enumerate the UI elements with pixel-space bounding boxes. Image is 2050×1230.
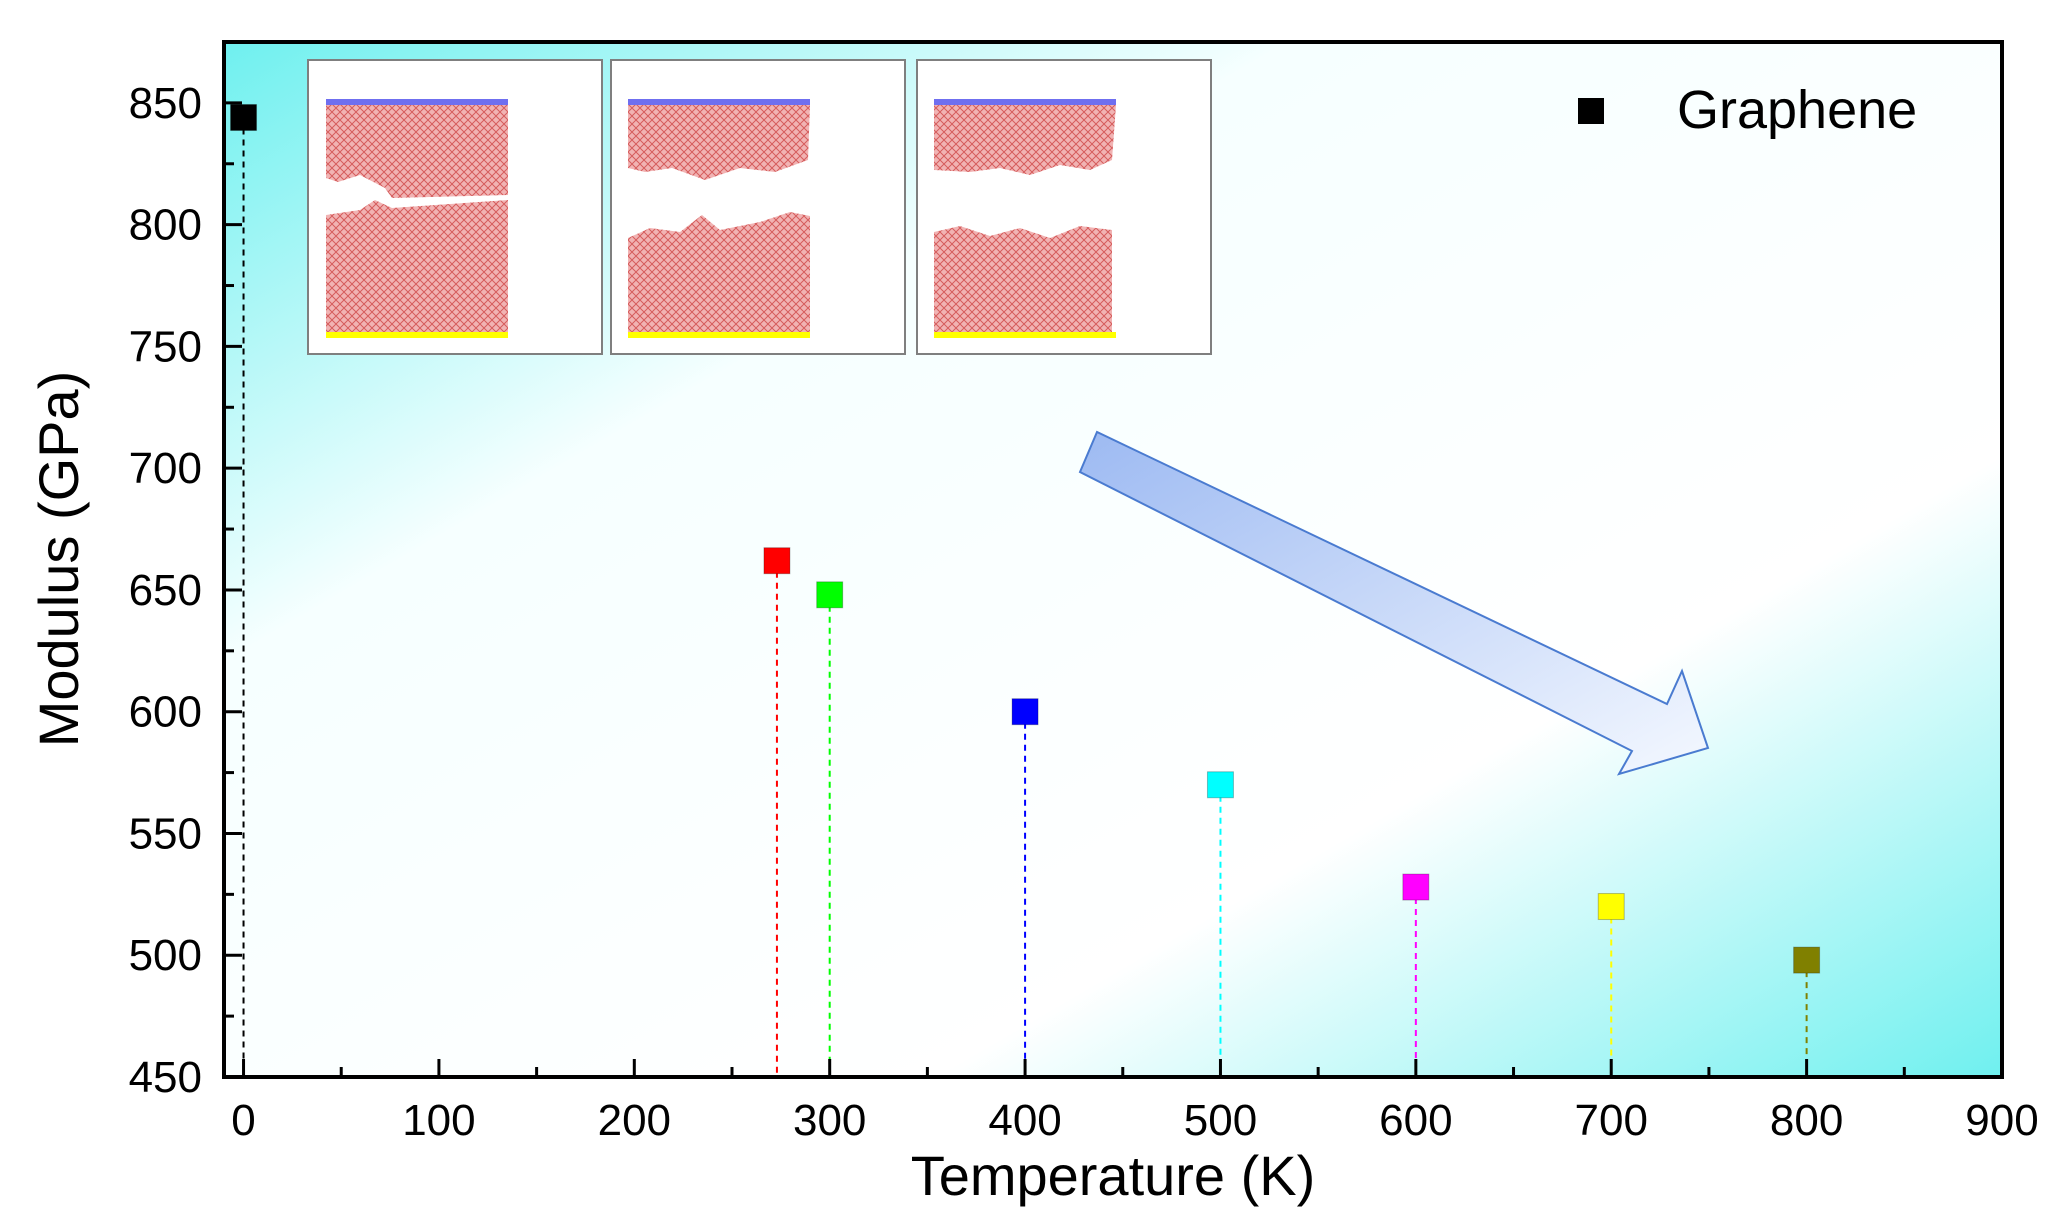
data-point-300 [816, 581, 844, 609]
inset-panel-2 [610, 59, 906, 355]
inset-bottom-electrode [628, 332, 810, 338]
x-axis-ticks: 0 100 200 300 400 500 600 700 800 900 [231, 1059, 2039, 1145]
drop-lines [242, 117, 1808, 1077]
inset-sheet-upper [628, 105, 810, 180]
inset-top-electrode [326, 99, 508, 105]
trend-arrow [1078, 430, 1710, 776]
y-tick-label-450: 450 [129, 1053, 202, 1102]
plot-frame [222, 40, 2004, 1079]
inset-bottom-electrode [326, 332, 508, 338]
data-points [230, 103, 1821, 974]
inset-sheet-upper [934, 105, 1116, 175]
inset-sheet-upper [326, 105, 508, 198]
inset-sheet-lower [934, 226, 1112, 332]
x-tick-label-200: 200 [598, 1096, 671, 1145]
x-tick-label-400: 400 [988, 1096, 1061, 1145]
inset-panel-1 [307, 59, 603, 355]
data-point-600 [1402, 873, 1430, 901]
inset-bottom-electrode [934, 332, 1116, 338]
x-tick-label-300: 300 [793, 1096, 866, 1145]
data-point-800 [1793, 946, 1821, 974]
x-tick-label-900: 900 [1965, 1096, 2038, 1145]
data-point-273 [763, 547, 791, 575]
y-tick-label-750: 750 [129, 322, 202, 371]
x-tick-label-700: 700 [1575, 1096, 1648, 1145]
inset-panel-3 [916, 59, 1212, 355]
y-tick-label-700: 700 [129, 444, 202, 493]
x-tick-label-600: 600 [1379, 1096, 1452, 1145]
legend-marker-graphene [1578, 98, 1604, 124]
inset-sheet-lower [628, 212, 810, 332]
y-tick-label-650: 650 [129, 566, 202, 615]
inset-top-electrode [628, 99, 810, 105]
inset-sheet-lower [326, 200, 508, 332]
y-axis-title: Modulus (GPa) [27, 371, 90, 748]
data-point-700 [1597, 893, 1625, 921]
legend: Graphene [1578, 80, 1917, 140]
y-tick-label-500: 500 [129, 931, 202, 980]
x-tick-label-0: 0 [231, 1096, 255, 1145]
x-tick-label-100: 100 [402, 1096, 475, 1145]
y-axis-ticks: 450 500 550 600 650 700 750 800 850 [129, 79, 242, 1102]
y-tick-label-600: 600 [129, 688, 202, 737]
inset-top-electrode [934, 99, 1116, 105]
inset-panels [307, 59, 1212, 355]
data-point-400 [1011, 698, 1039, 726]
y-tick-label-800: 800 [129, 201, 202, 250]
x-axis-title: Temperature (K) [911, 1144, 1316, 1207]
x-tick-label-500: 500 [1184, 1096, 1257, 1145]
legend-label-graphene: Graphene [1677, 80, 1917, 140]
y-tick-label-550: 550 [129, 809, 202, 858]
y-tick-label-850: 850 [129, 79, 202, 128]
data-point-500 [1206, 771, 1234, 799]
data-point-0 [230, 103, 258, 131]
x-tick-label-800: 800 [1770, 1096, 1843, 1145]
